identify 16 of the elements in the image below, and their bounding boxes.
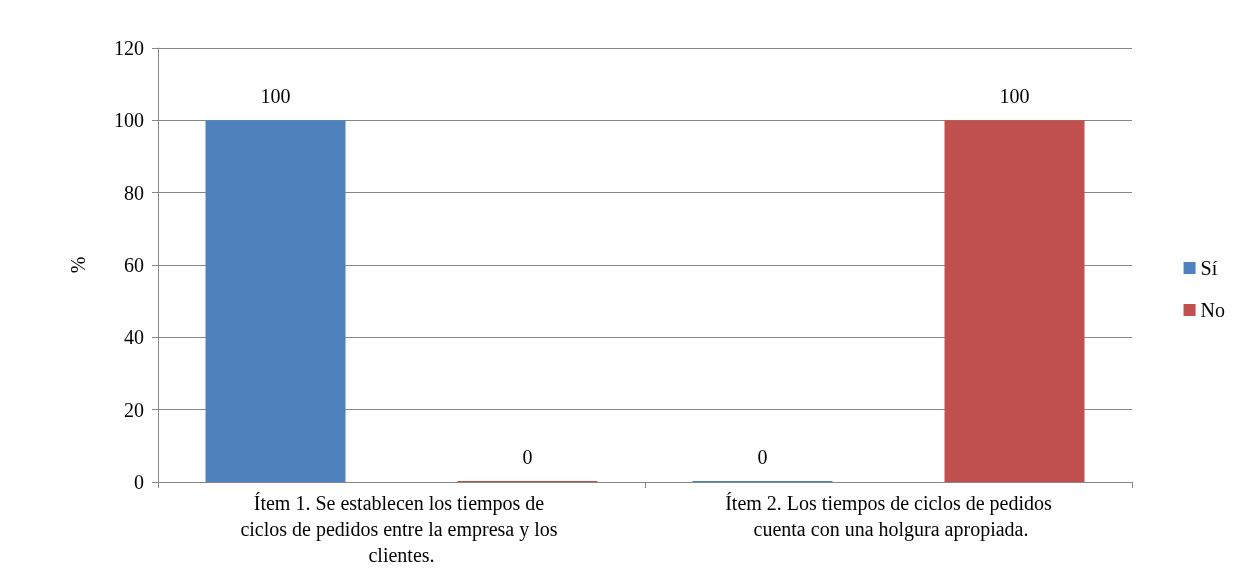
y-tick-label: 60: [124, 254, 144, 276]
y-tick-label: 120: [114, 37, 144, 59]
x-tick-label: Ítem 1. Se establecen los tiempos de ciclos de pedidos entre la empresa y los clientes.: [240, 492, 563, 566]
y-axis-title: %: [67, 256, 89, 274]
y-tick-label: 40: [124, 326, 144, 349]
data-label: 0: [522, 446, 533, 468]
y-tick-label: 0: [134, 471, 144, 493]
data-label: 0: [757, 446, 768, 468]
data-label: 100: [260, 85, 291, 108]
y-tick-label: 100: [114, 109, 144, 132]
data-label: 100: [999, 85, 1030, 108]
y-tick-label: 80: [124, 181, 144, 204]
legend-label: Sí: [1200, 257, 1218, 279]
x-tick-label: Ítem 2. Los tiempos de ciclos de pedidos cuenta con una holgura apropiada.: [725, 492, 1053, 541]
legend-label: No: [1200, 299, 1226, 321]
y-tick-label: 20: [124, 398, 144, 421]
